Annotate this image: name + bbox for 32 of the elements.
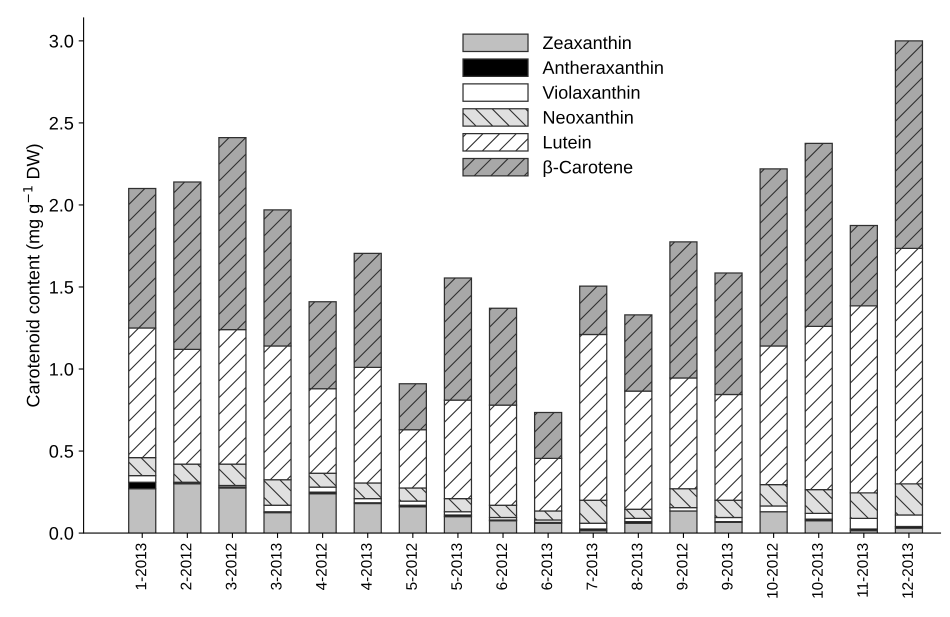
x-tick-label: 7-2013 [586,543,598,590]
x-tick-label: 9-2013 [722,543,733,590]
x-tick-label: 1-2013 [136,543,146,590]
x-tick-label: 8-2013 [632,543,642,590]
x-tick-label: 10-2013 [812,543,823,598]
legend-label: Zeaxanthin [543,36,631,50]
x-tick-label: 3-2012 [226,544,237,590]
x-tick-label: 9-2012 [676,544,688,590]
x-tick-label: 2-2012 [180,544,192,590]
x-tick-label: 12-2013 [902,543,914,598]
legend-label: Neoxanthin [544,110,633,124]
y-axis-title: Carotenoid content (mg g$^{−1}$ DW) [23,144,44,407]
legend-label: Lutein [544,135,590,149]
x-tick-label: 11-2013 [857,543,868,597]
y-tick-label: 0.0 [49,527,74,540]
x-tick-label: 6-2013 [541,543,552,590]
y-tick-label: 2.0 [50,198,74,212]
y-tick-label: 2.5 [50,116,74,130]
x-tick-label: 4-2012 [316,544,327,590]
y-tick-label: 3.0 [49,34,74,48]
x-tick-label: 5-2012 [406,544,417,590]
y-tick-label: 1.5 [50,281,74,294]
x-tick-label: 6-2012 [496,544,508,590]
legend-label: Violaxanthin [542,86,640,99]
legend-label: β-Carotene [544,160,632,178]
x-tick-label: 4-2013 [361,543,372,590]
x-tick-label: 10-2012 [766,544,778,598]
y-tick-label: 1.0 [50,362,74,376]
x-tick-label: 3-2013 [270,543,282,590]
x-tick-label: 5-2013 [451,543,462,590]
y-tick-label: 0.5 [49,444,74,458]
legend-label: Antheraxanthin [542,60,663,74]
